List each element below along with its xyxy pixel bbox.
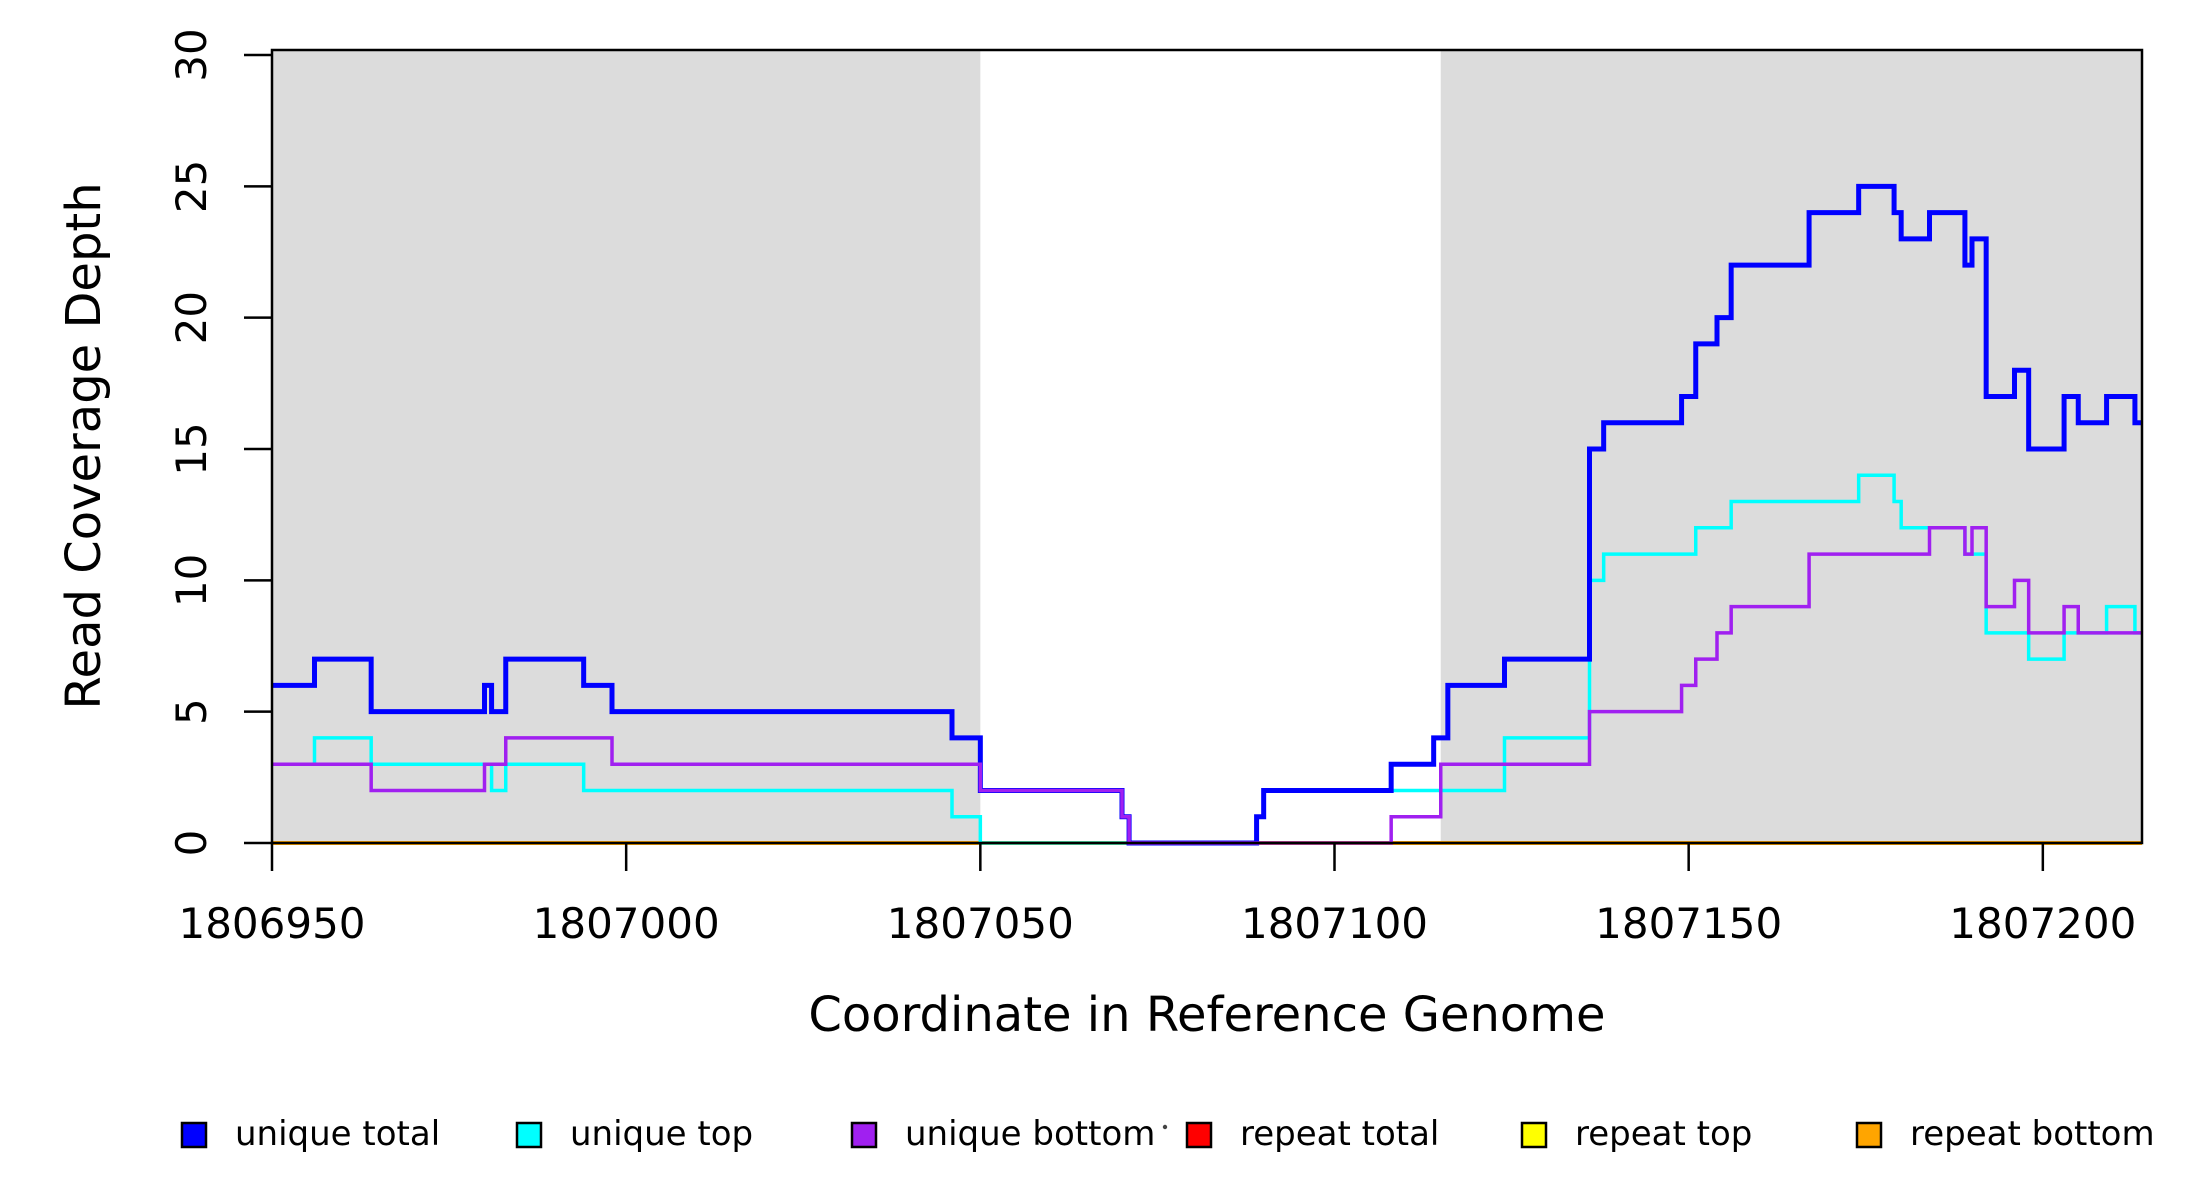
x-tick-label: 1807200 — [1949, 899, 2136, 948]
series-line-unique-bottom — [272, 526, 2142, 845]
legend-item-repeat-top: repeat top — [1520, 1114, 1752, 1154]
stray-dot — [1162, 1124, 1168, 1130]
legend-label: repeat bottom — [1910, 1114, 2155, 1154]
legend-swatch-unique-top — [515, 1121, 543, 1149]
y-tick-label: 0 — [167, 830, 216, 857]
x-tick-label: 1807000 — [533, 899, 720, 948]
series-line-unique-total — [272, 183, 2142, 846]
legend-label: unique total — [235, 1114, 440, 1154]
shaded-bands — [272, 50, 2142, 843]
legend-swatch-unique-total — [180, 1121, 208, 1149]
y-axis-title: Read Coverage Depth — [56, 182, 112, 709]
y-tick-label: 15 — [167, 422, 216, 475]
legend-swatch-repeat-top — [1520, 1121, 1548, 1149]
legend-label: repeat top — [1575, 1114, 1752, 1154]
right-gray-band — [1440, 50, 2142, 843]
legend-label: repeat total — [1240, 1114, 1439, 1154]
legend-label: unique top — [570, 1114, 753, 1154]
plot-border — [270, 48, 2144, 845]
x-tick-label: 1807150 — [1595, 899, 1782, 948]
legend-swatch-unique-bottom — [850, 1121, 878, 1149]
left-gray-band — [272, 50, 981, 843]
y-tick-label: 25 — [167, 160, 216, 213]
legend-item-unique-total: unique total — [180, 1114, 440, 1154]
x-tick-label: 1807100 — [1241, 899, 1428, 948]
y-tick-label: 5 — [167, 698, 216, 725]
legend: unique total unique top unique bottom repea… — [180, 1114, 2155, 1154]
x-axis-ticks: 1806950 1807000 1807050 1807100 1807150 18072… — [178, 843, 2136, 948]
legend-item-unique-top: unique top — [515, 1114, 753, 1154]
series-line-unique-top — [272, 473, 2142, 845]
legend-item-repeat-bottom: repeat bottom — [1855, 1114, 2155, 1154]
x-tick-label: 1807050 — [887, 899, 1074, 948]
x-axis-title: Coordinate in Reference Genome — [808, 987, 1605, 1043]
y-tick-label: 30 — [167, 28, 216, 81]
x-tick-label: 1806950 — [178, 899, 365, 948]
legend-label: unique bottom — [905, 1114, 1155, 1154]
legend-swatch-repeat-total — [1185, 1121, 1213, 1149]
legend-swatch-repeat-bottom — [1855, 1121, 1883, 1149]
legend-item-unique-bottom: unique bottom — [850, 1114, 1155, 1154]
y-axis-ticks: 0 5 10 15 20 25 30 — [167, 28, 272, 856]
y-tick-label: 20 — [167, 291, 216, 344]
y-tick-label: 10 — [167, 554, 216, 607]
legend-item-repeat-total: repeat total — [1185, 1114, 1439, 1154]
